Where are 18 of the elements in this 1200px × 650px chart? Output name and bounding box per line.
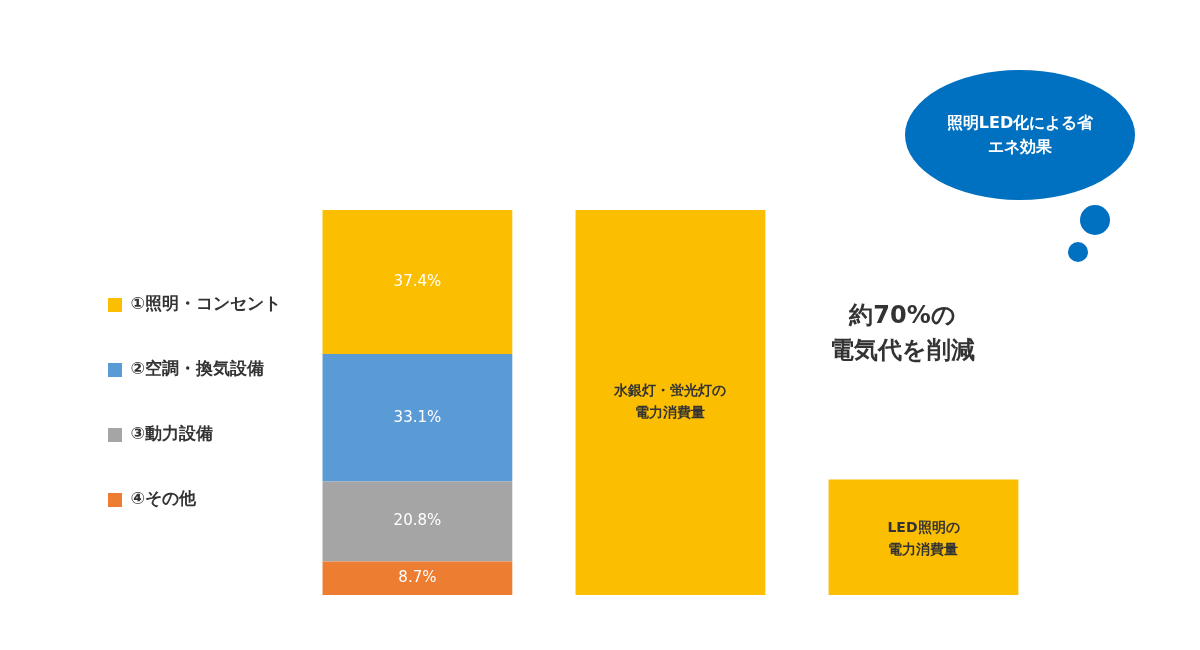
x-tick-label: LED照明の電力消費量 <box>887 519 960 558</box>
legend-label: ④その他 <box>130 488 197 509</box>
bar <box>322 481 513 562</box>
data-label: 33.1% <box>393 407 442 426</box>
bar <box>575 210 766 595</box>
bar <box>322 561 513 595</box>
annotation: 約70%の電気代を削減 <box>829 300 976 366</box>
data-label: 8.7% <box>398 568 437 587</box>
legend-label: ①照明・コンセント <box>130 293 281 314</box>
bar <box>322 353 513 482</box>
bar <box>322 210 513 354</box>
bar <box>828 479 1019 595</box>
legend-label: ③動力設備 <box>130 423 213 444</box>
data-label: 37.4% <box>393 271 442 290</box>
text: 照明LED化による省エネ効果 <box>945 112 1095 158</box>
legend-label: ②空調・換気設備 <box>130 358 264 379</box>
data-label: 20.8% <box>393 511 442 530</box>
x-tick-label: 水銀灯・蛍光灯の電力消費量 <box>613 382 727 421</box>
